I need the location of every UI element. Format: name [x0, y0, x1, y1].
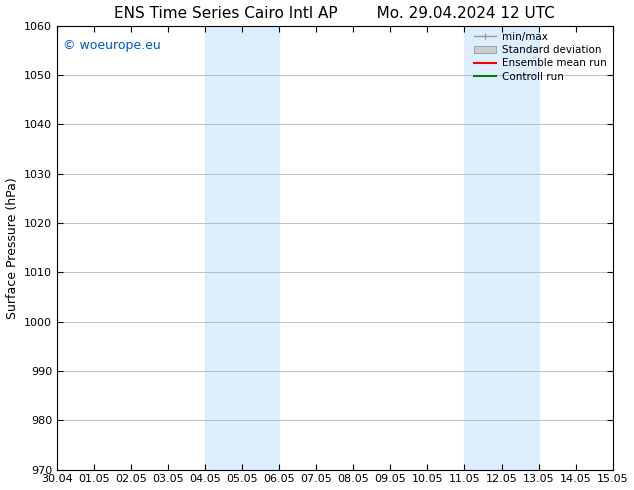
- Bar: [205, 26, 280, 469]
- Y-axis label: Surface Pressure (hPa): Surface Pressure (hPa): [6, 177, 18, 318]
- Text: © woeurope.eu: © woeurope.eu: [63, 39, 160, 52]
- Title: ENS Time Series Cairo Intl AP        Mo. 29.04.2024 12 UTC: ENS Time Series Cairo Intl AP Mo. 29.04.…: [114, 5, 555, 21]
- Bar: [465, 26, 538, 469]
- Legend: min/max, Standard deviation, Ensemble mean run, Controll run: min/max, Standard deviation, Ensemble me…: [469, 28, 611, 86]
